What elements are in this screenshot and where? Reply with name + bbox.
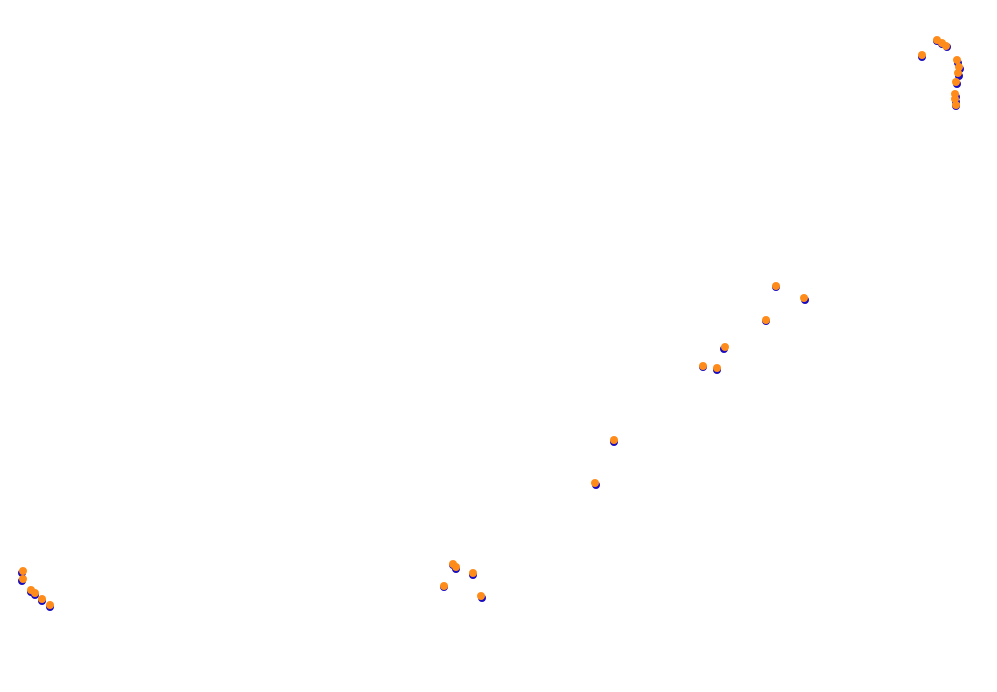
point	[721, 343, 729, 351]
point	[953, 56, 961, 64]
point	[699, 362, 707, 370]
point	[942, 42, 950, 50]
point	[610, 436, 618, 444]
point	[954, 69, 962, 77]
point	[918, 51, 926, 59]
point	[46, 601, 54, 609]
point	[952, 78, 960, 86]
point	[452, 563, 460, 571]
point	[955, 63, 963, 71]
point	[31, 589, 39, 597]
point	[477, 592, 485, 600]
point	[951, 95, 959, 103]
point	[762, 316, 770, 324]
point	[591, 479, 599, 487]
point	[952, 101, 960, 109]
point	[38, 595, 46, 603]
point	[713, 364, 721, 372]
point	[800, 294, 808, 302]
point	[440, 582, 448, 590]
point	[469, 569, 477, 577]
point	[19, 575, 27, 583]
point	[772, 282, 780, 290]
point	[19, 567, 27, 575]
